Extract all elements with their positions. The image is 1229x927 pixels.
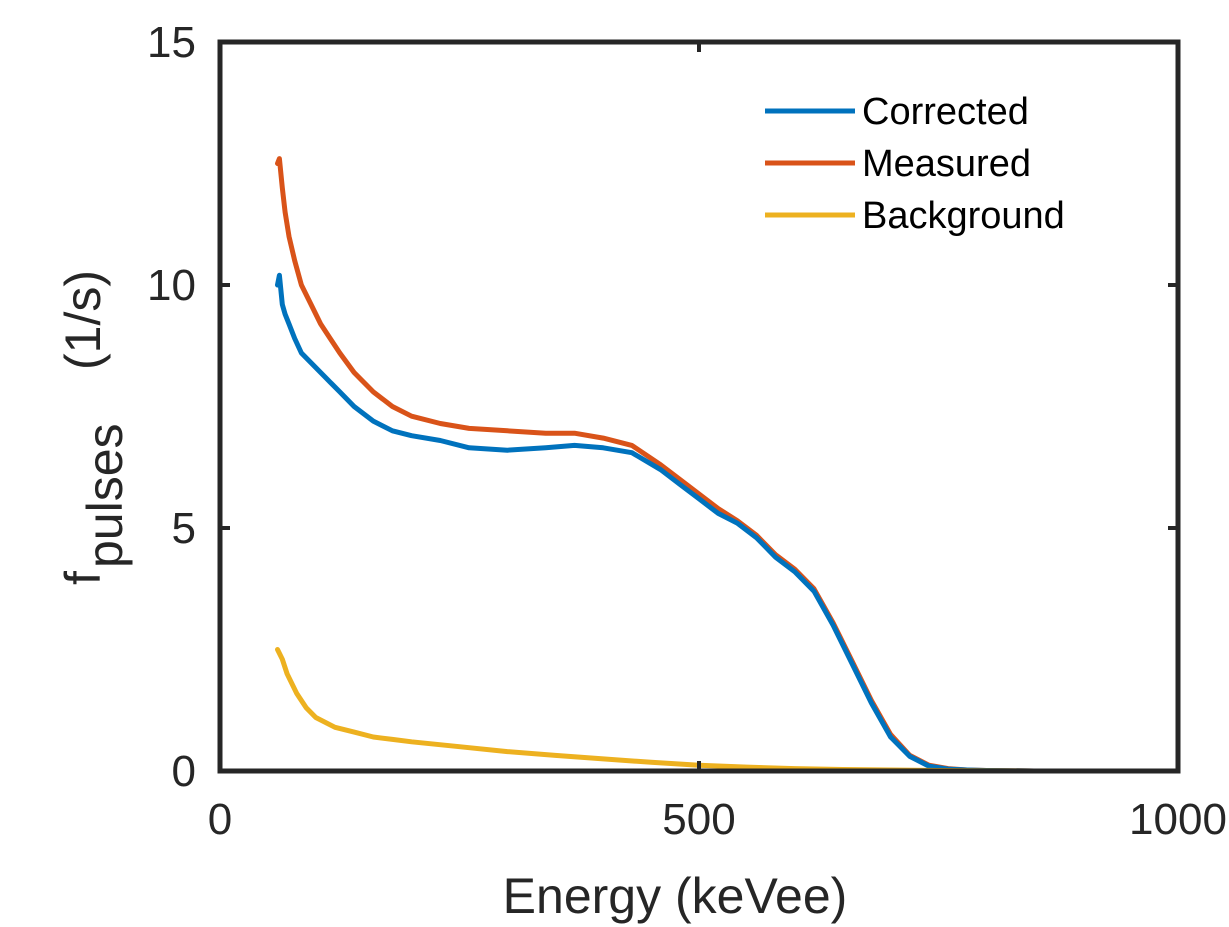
y-tick-label: 10	[147, 261, 196, 310]
legend-label-corrected: Corrected	[862, 91, 1029, 133]
y-tick-label: 15	[147, 18, 196, 67]
y-tick-label: 0	[172, 747, 196, 796]
y-axis-label-unit: (1/s)	[55, 270, 111, 370]
y-axis-label: f pulses (1/s)	[55, 270, 133, 585]
x-tick-label: 500	[662, 795, 735, 844]
y-tick-label: 5	[172, 504, 196, 553]
y-axis-label-sub: pulses	[77, 423, 133, 568]
legend-label-measured: Measured	[862, 143, 1031, 185]
x-tick-label: 0	[208, 795, 232, 844]
x-tick-labels: 0 500 1000	[208, 795, 1227, 844]
x-tick-label: 1000	[1129, 795, 1227, 844]
legend-label-background: Background	[862, 195, 1065, 237]
axis-ticks	[218, 40, 1180, 773]
x-axis-label: Energy (keVee)	[503, 868, 848, 924]
series-line-corrected	[275, 272, 1181, 774]
y-tick-labels: 0 5 10 15	[147, 18, 196, 796]
legend: Corrected Measured Background	[765, 91, 1065, 237]
y-axis-label-main: f	[55, 571, 111, 585]
